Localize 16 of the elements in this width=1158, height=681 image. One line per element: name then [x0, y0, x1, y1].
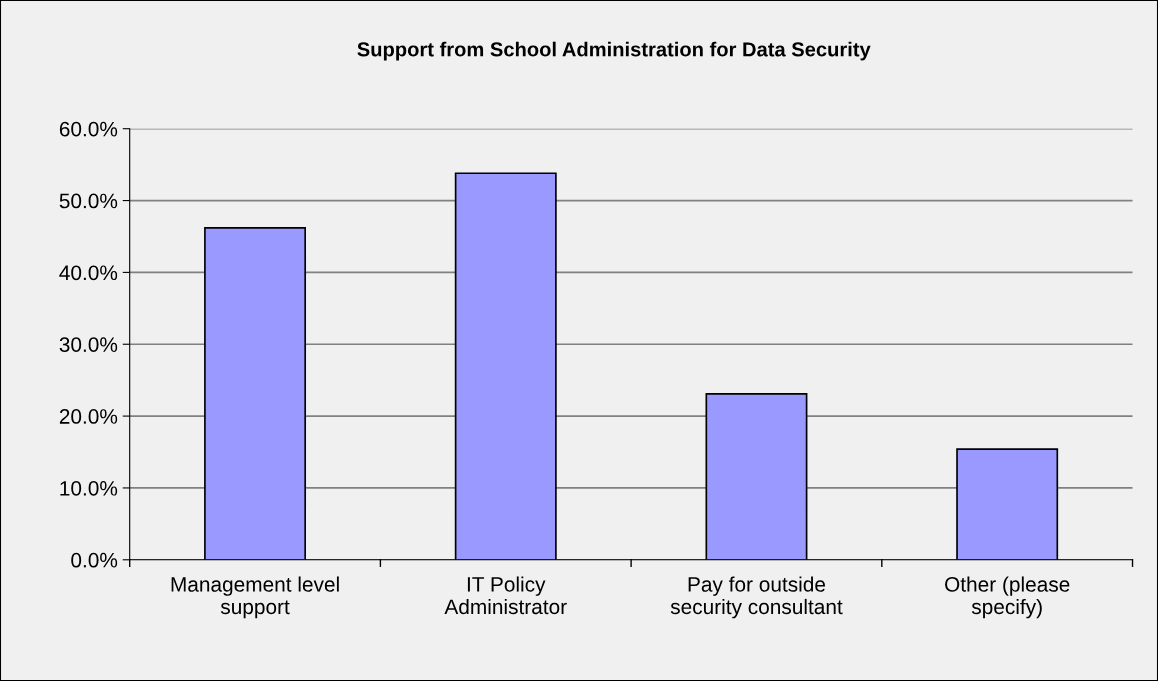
y-tick-label: 60.0% — [59, 121, 118, 137]
x-tick-label: Pay for outside security consultant — [670, 576, 843, 619]
bar — [454, 172, 557, 560]
y-tick-label: 40.0% — [59, 265, 118, 281]
y-tick-label: 50.0% — [59, 193, 118, 209]
bar — [705, 392, 808, 560]
bar — [204, 227, 307, 560]
y-tick-label: 10.0% — [60, 480, 118, 496]
y-tick-label: 30.0% — [59, 337, 118, 352]
y-tick-label: 0.0% — [71, 552, 118, 568]
y-tick-label: 20.0% — [59, 409, 118, 424]
x-tick-label: IT Policy Administrator — [444, 576, 567, 615]
x-tick-label: Management level support — [171, 576, 339, 619]
chart-title: Support from School Administration for Data Security — [357, 41, 871, 61]
bar — [956, 448, 1059, 560]
x-tick-label: Other (please specify) — [945, 576, 1070, 619]
